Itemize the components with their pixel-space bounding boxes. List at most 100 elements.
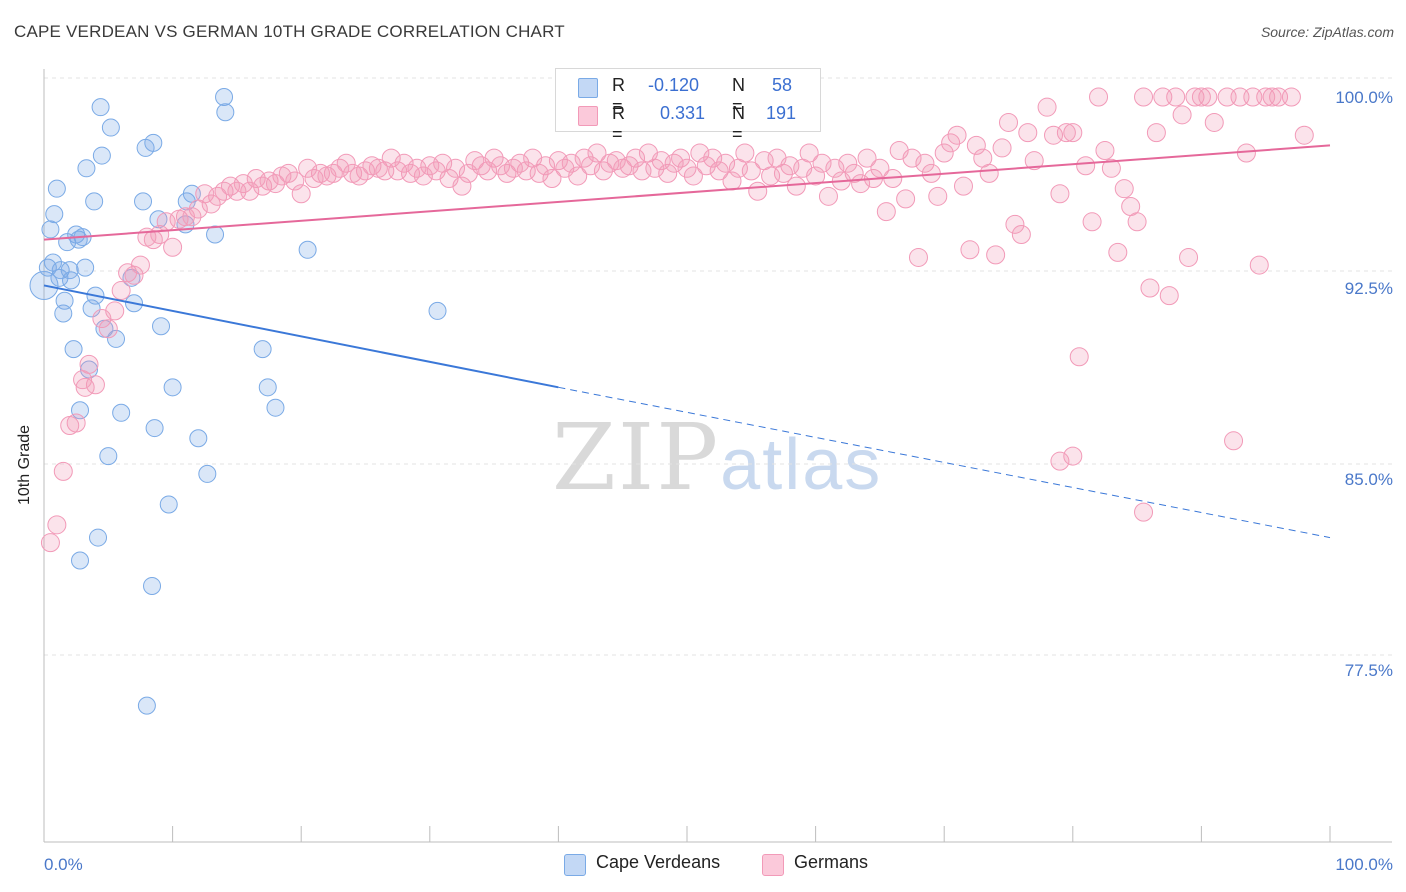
german-point (182, 207, 202, 227)
german-point (1076, 156, 1096, 176)
german-points (40, 87, 1314, 553)
german-point (979, 163, 999, 183)
german-point (671, 148, 691, 168)
german-point (79, 354, 99, 374)
german-point (1179, 247, 1199, 267)
german-point (1089, 87, 1109, 107)
german-point (574, 148, 594, 168)
german-point (40, 533, 60, 553)
german-point (966, 135, 986, 155)
german-point (47, 515, 67, 535)
german-point (896, 189, 916, 209)
cape-verdean-point (145, 419, 164, 438)
german-point (278, 163, 298, 183)
legend-r-value: -0.120 (648, 75, 700, 95)
cape-verdean-point (71, 551, 90, 570)
cape-verdean-point (44, 253, 63, 272)
german-point (1050, 451, 1070, 471)
german-point (581, 156, 601, 176)
german-point (812, 153, 832, 173)
cape-verdean-trend-extension (558, 386, 1331, 539)
german-point (1108, 242, 1128, 262)
german-point (825, 158, 845, 178)
bottom-legend-swatch-pink (762, 854, 784, 876)
cape-verdean-point (71, 401, 90, 420)
german-point (1172, 105, 1192, 125)
german-point (645, 158, 665, 178)
german-point (1134, 502, 1154, 522)
cape-verdean-point (149, 210, 168, 229)
y-tick-label: 77.5% (1345, 661, 1393, 680)
watermark-atlas: atlas (720, 425, 883, 505)
german-point (941, 133, 961, 153)
german-point (703, 148, 723, 168)
tick-labels: 100.0% 92.5% 85.0% 77.5% 0.0% 100.0% (44, 88, 1393, 874)
german-point (349, 166, 369, 186)
cape-verdean-point (134, 192, 153, 211)
german-point (323, 163, 343, 183)
german-point (208, 186, 228, 206)
legend-r-label: R = (612, 75, 625, 116)
cape-verdean-point (215, 88, 234, 106)
german-point (1166, 87, 1186, 107)
german-point (561, 153, 581, 173)
cape-verdean-points (29, 88, 447, 715)
german-point (1249, 255, 1269, 275)
german-point (66, 413, 86, 433)
german-point (1069, 347, 1089, 367)
cape-verdean-point (143, 576, 162, 595)
axes (43, 69, 1392, 843)
cape-verdean-point (112, 403, 131, 422)
cape-verdean-point (47, 179, 66, 198)
german-point (658, 163, 678, 183)
german-point (876, 202, 896, 222)
cape-verdean-point (99, 447, 118, 466)
german-point (857, 148, 877, 168)
legend-n-value: 58 (772, 75, 793, 95)
german-point (201, 194, 221, 214)
cape-verdean-point (266, 398, 285, 417)
cape-verdean-point (189, 429, 208, 448)
cape-verdean-point (85, 192, 104, 211)
german-point (786, 176, 806, 196)
german-point (1236, 143, 1256, 163)
german-point (1101, 158, 1121, 178)
german-point (413, 166, 433, 186)
cape-verdean-point (163, 378, 182, 397)
cape-verdean-point (152, 317, 171, 336)
german-point (298, 158, 318, 178)
german-point (53, 461, 73, 481)
legend-swatch-pink (578, 106, 598, 126)
cape-verdean-point (64, 340, 83, 359)
watermark: ZIPatlas (552, 404, 882, 511)
german-point (446, 158, 466, 178)
cape-verdean-point (77, 159, 96, 178)
x-tick-label: 0.0% (44, 855, 83, 874)
german-point (1134, 87, 1154, 107)
cape-verdean-point (428, 301, 447, 320)
german-point (748, 181, 768, 201)
german-point (542, 168, 562, 188)
german-point (484, 148, 504, 168)
y-tick-label: 100.0% (1335, 88, 1393, 107)
german-point (1204, 112, 1224, 132)
german-point (1095, 140, 1115, 160)
german-point (838, 153, 858, 173)
german-point (696, 156, 716, 176)
german-point (606, 151, 626, 171)
german-point (915, 153, 935, 173)
german-point (105, 301, 125, 321)
german-point (1262, 87, 1282, 107)
german-point (902, 148, 922, 168)
german-point (619, 156, 639, 176)
legend-r-label: R = (612, 103, 625, 144)
german-point (85, 375, 105, 395)
cape-verdean-point (144, 133, 163, 152)
cape-verdean-point (253, 340, 272, 359)
german-point (934, 143, 954, 163)
cape-verdean-point (41, 220, 60, 239)
german-point (992, 138, 1012, 158)
bottom-legend-label: Cape Verdeans (596, 852, 721, 872)
german-point (818, 186, 838, 206)
german-point (1063, 123, 1083, 143)
